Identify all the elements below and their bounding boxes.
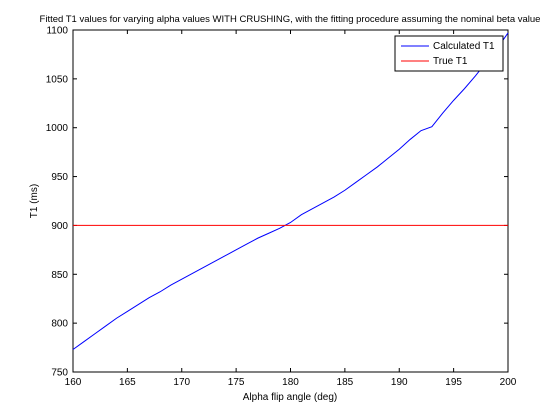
y-tick-label: 800 [51,319,68,330]
x-axis-label: Alpha flip angle (deg) [243,392,338,403]
x-tick-label: 185 [337,377,354,388]
legend: Calculated T1 True T1 [394,35,504,72]
legend-label-true: True T1 [433,56,468,67]
x-tick-label: 170 [173,377,190,388]
plot-frame [72,29,509,373]
y-tick-label: 1050 [46,74,69,85]
y-tick-label: 1000 [46,123,69,134]
x-tick-label: 180 [282,377,299,388]
series-layer [72,32,509,350]
y-axis-label: T1 (ms) [29,184,40,218]
plot-area: 160 165 170 175 180 185 190 195 200 750 800 850 900 9… [46,26,517,389]
x-tick-label: 195 [445,377,462,388]
x-tick-label: 165 [119,377,136,388]
y-tick-label: 750 [51,368,68,379]
x-tick-label: 160 [65,377,82,388]
x-tick-label: 175 [228,377,245,388]
chart-title: Fitted T1 values for varying alpha value… [40,14,541,25]
legend-box [394,35,504,72]
y-tick-label: 1100 [46,26,68,37]
x-tick-label: 190 [391,377,408,388]
x-tick-label: 200 [500,377,517,388]
series-line-calculated-t1 [72,32,509,350]
y-tick-label: 950 [51,172,68,183]
ticks: 160 165 170 175 180 185 190 195 200 750 800 850 900 9… [46,26,517,389]
y-tick-label: 850 [51,270,68,281]
y-tick-label: 900 [51,221,68,232]
legend-label-calculated: Calculated T1 [433,41,495,52]
